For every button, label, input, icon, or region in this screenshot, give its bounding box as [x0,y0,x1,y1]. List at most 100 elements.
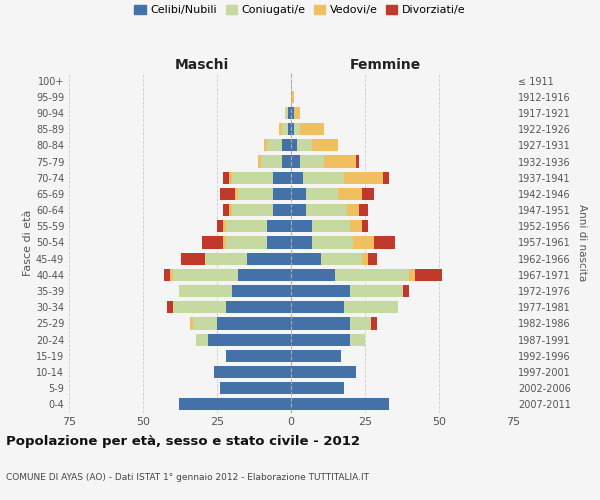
Text: Maschi: Maschi [175,58,229,71]
Bar [291,204,306,216]
Bar [226,301,291,314]
Bar [291,156,300,168]
Bar [288,107,291,119]
Bar [173,269,238,281]
Bar [220,188,235,200]
Bar [344,301,398,314]
Bar [368,252,377,265]
Bar [403,285,409,297]
Bar [179,285,232,297]
Bar [371,318,377,330]
Bar [220,382,291,394]
Bar [223,220,226,232]
Bar [181,252,205,265]
Bar [362,220,368,232]
Bar [273,204,291,216]
Bar [285,107,288,119]
Bar [223,172,229,184]
Bar [232,172,273,184]
Y-axis label: Anni di nascita: Anni di nascita [577,204,587,281]
Bar [268,236,291,248]
Bar [202,236,223,248]
Bar [291,366,356,378]
Bar [312,220,350,232]
Bar [362,188,374,200]
Bar [350,285,403,297]
Bar [306,204,347,216]
Bar [279,123,282,135]
Bar [273,188,291,200]
Bar [196,334,208,345]
Bar [232,285,291,297]
Bar [291,107,294,119]
Bar [291,188,306,200]
Bar [291,252,320,265]
Bar [229,172,232,184]
Bar [347,204,359,216]
Bar [265,140,268,151]
Bar [350,220,362,232]
Bar [247,252,291,265]
Bar [262,156,282,168]
Bar [268,220,291,232]
Bar [235,188,238,200]
Bar [291,269,335,281]
Bar [223,204,229,216]
Bar [323,156,356,168]
Bar [288,123,291,135]
Bar [312,140,338,151]
Bar [362,252,368,265]
Bar [217,318,291,330]
Bar [356,156,359,168]
Bar [291,398,389,410]
Text: Femmine: Femmine [350,58,421,71]
Bar [193,318,217,330]
Bar [306,188,338,200]
Bar [259,156,262,168]
Bar [374,236,395,248]
Bar [291,123,294,135]
Bar [273,172,291,184]
Bar [359,204,368,216]
Bar [320,252,362,265]
Bar [223,236,226,248]
Y-axis label: Fasce di età: Fasce di età [23,210,33,276]
Bar [179,398,291,410]
Bar [409,269,415,281]
Bar [291,301,344,314]
Bar [205,252,247,265]
Bar [229,204,232,216]
Bar [214,366,291,378]
Bar [294,107,300,119]
Bar [164,269,170,281]
Bar [291,220,312,232]
Bar [232,204,273,216]
Bar [226,220,268,232]
Bar [217,220,223,232]
Bar [294,123,300,135]
Bar [226,350,291,362]
Bar [291,350,341,362]
Text: COMUNE DI AYAS (AO) - Dati ISTAT 1° gennaio 2012 - Elaborazione TUTTITALIA.IT: COMUNE DI AYAS (AO) - Dati ISTAT 1° genn… [6,473,369,482]
Bar [291,236,312,248]
Bar [291,334,350,345]
Bar [312,236,353,248]
Bar [291,285,350,297]
Legend: Celibi/Nubili, Coniugati/e, Vedovi/e, Divorziati/e: Celibi/Nubili, Coniugati/e, Vedovi/e, Di… [130,0,470,20]
Text: Popolazione per età, sesso e stato civile - 2012: Popolazione per età, sesso e stato civil… [6,435,360,448]
Bar [170,269,173,281]
Bar [350,318,371,330]
Bar [282,156,291,168]
Bar [300,156,323,168]
Bar [291,140,297,151]
Bar [383,172,389,184]
Bar [226,236,268,248]
Bar [338,188,362,200]
Bar [291,318,350,330]
Bar [303,172,344,184]
Bar [282,123,288,135]
Bar [353,236,374,248]
Bar [291,382,344,394]
Bar [238,188,273,200]
Bar [208,334,291,345]
